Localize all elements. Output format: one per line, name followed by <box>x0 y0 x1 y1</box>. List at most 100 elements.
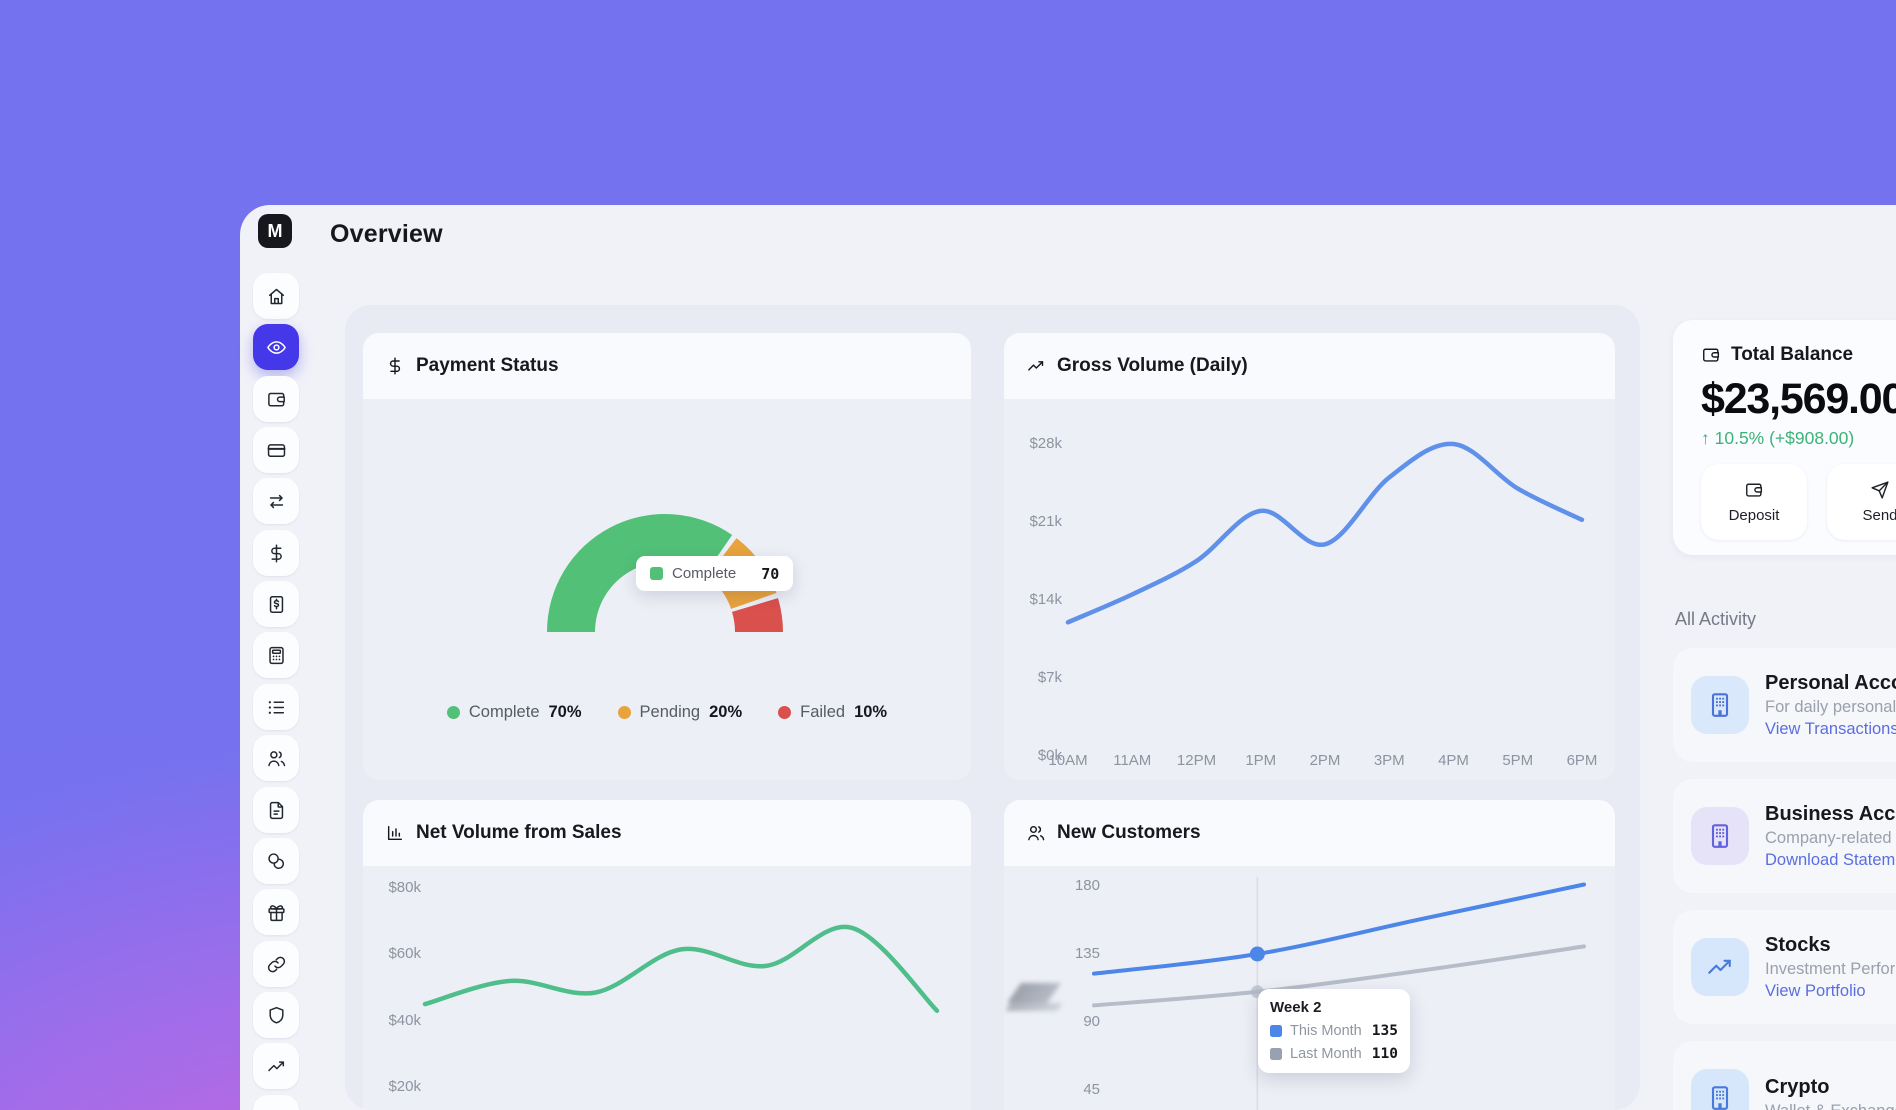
activity-item-subtitle: Company-related finances <box>1765 828 1896 847</box>
new-customers-chart-area[interactable]: 180 135 90 45 Week 2 This Month 135 Last Mont… <box>1004 867 1615 1110</box>
tooltip-swatch <box>1270 1025 1282 1037</box>
legend-item-pending: Pending 20% <box>617 703 742 722</box>
credit-card-icon <box>266 440 287 461</box>
y-tick: $14k <box>1029 591 1062 608</box>
activity-item-stocks[interactable]: Stocks Investment Performance View Portfol… <box>1673 910 1896 1024</box>
file-icon <box>266 800 287 821</box>
y-tick: 135 <box>1074 945 1100 962</box>
payment-status-gauge-area[interactable]: Complete 70 Complete 70% Pending 20% Failed 1… <box>363 400 971 780</box>
balance-amount: $23,569.00 <box>1701 375 1896 423</box>
chart-tooltip: Week 2 This Month 135 Last Month 110 <box>1258 989 1410 1073</box>
net-volume-card: Net Volume from Sales $80k $60k $40k $20k <box>363 800 971 1110</box>
new-customers-card-header: New Customers <box>1004 800 1615 867</box>
new-customers-card: New Customers 180 135 90 45 Week 2 This Mon… <box>1004 800 1615 1110</box>
net-volume-line-chart[interactable] <box>363 867 971 1110</box>
tooltip-series-value: 135 <box>1371 1023 1398 1039</box>
y-tick: $28k <box>1029 435 1062 452</box>
activity-item-link[interactable]: Download Statement <box>1765 850 1896 869</box>
card-title: Net Volume from Sales <box>416 822 622 843</box>
y-tick: $60k <box>388 945 421 962</box>
sidebar-item-trend-up[interactable] <box>253 1043 299 1089</box>
highlight-dot-this-month <box>1249 946 1265 962</box>
activity-item-title: Personal Account <box>1765 671 1896 694</box>
gift-icon <box>266 902 287 923</box>
home-icon <box>266 286 287 307</box>
sidebar-item-wallet[interactable] <box>253 376 299 422</box>
deposit-button[interactable]: Deposit <box>1701 464 1807 540</box>
wallet-icon <box>266 389 287 410</box>
gross-volume-card-header: Gross Volume (Daily) <box>1004 333 1615 400</box>
sidebar-item-calculator[interactable] <box>253 632 299 678</box>
gross-volume-chart-area[interactable]: $28k $21k $14k $7k $0k 10AM 11AM 12PM 1PM 2PM 3PM… <box>1004 400 1615 780</box>
gauge-segment-failed[interactable] <box>732 598 783 632</box>
new-customers-line-chart[interactable] <box>1004 867 1615 1110</box>
sidebar-item-eye[interactable] <box>253 324 299 370</box>
card-title: Payment Status <box>416 355 559 376</box>
activity-item-crypto[interactable]: Crypto Wallet & Exchange <box>1673 1041 1896 1110</box>
cursor-motion-blur <box>1006 979 1064 1021</box>
tooltip-series-label: Last Month <box>1290 1046 1362 1062</box>
x-tick: 5PM <box>1502 752 1534 769</box>
tooltip-row: This Month 135 <box>1270 1023 1398 1039</box>
legend-value: 10% <box>854 703 888 721</box>
x-tick: 4PM <box>1438 752 1469 769</box>
sidebar-item-coins[interactable] <box>253 838 299 884</box>
gauge-tooltip: Complete 70 <box>636 556 794 591</box>
bar-chart-icon <box>385 823 405 843</box>
activity-item-info: Stocks Investment Performance View Portfol… <box>1765 934 1896 1001</box>
activity-heading: All Activity <box>1675 609 1757 629</box>
users-icon <box>1026 823 1046 843</box>
activity-item-link[interactable]: View Portfolio <box>1765 981 1866 1000</box>
legend-dot <box>617 706 631 719</box>
link-icon <box>266 954 287 975</box>
gross-volume-line-chart[interactable] <box>1004 400 1615 780</box>
right-rail: Total Balance $23,569.00 ↑ 10.5% (+$908.… <box>1673 320 1896 1110</box>
tooltip-swatch <box>1270 1048 1282 1060</box>
list-icon <box>266 697 287 718</box>
shield-icon <box>266 1005 287 1026</box>
series-this-month[interactable] <box>1092 882 1586 976</box>
net-volume-card-header: Net Volume from Sales <box>363 800 971 867</box>
sidebar-item-shield[interactable] <box>253 992 299 1038</box>
tooltip-label: Complete <box>672 565 737 582</box>
wallet-icon <box>1701 345 1721 365</box>
users-icon <box>266 748 287 769</box>
activity-item-business-account[interactable]: Business Account Company-related finances… <box>1673 779 1896 893</box>
send-icon <box>1870 480 1890 500</box>
eye-icon <box>266 337 287 358</box>
transfer-icon <box>266 491 287 512</box>
sidebar-item-link[interactable] <box>253 941 299 987</box>
activity-item-title: Stocks <box>1765 933 1831 956</box>
sidebar-item-tablet[interactable] <box>253 1095 299 1110</box>
x-tick: 12PM <box>1176 752 1217 769</box>
activity-item-subtitle: Wallet & Exchange <box>1765 1102 1896 1110</box>
send-button[interactable]: Send <box>1827 464 1896 540</box>
series-last-month[interactable] <box>1092 944 1586 1008</box>
app-logo[interactable]: M <box>258 214 292 248</box>
sidebar-item-list[interactable] <box>253 684 299 730</box>
sidebar-item-transfer[interactable] <box>253 478 299 524</box>
building-icon <box>1691 1069 1749 1110</box>
tooltip-title: Week 2 <box>1270 999 1322 1016</box>
sidebar-item-users[interactable] <box>253 735 299 781</box>
trend-up-icon <box>1026 356 1046 376</box>
activity-item-personal-account[interactable]: Personal Account For daily personal use Vi… <box>1673 648 1896 762</box>
series-gross-volume[interactable] <box>1065 441 1585 625</box>
y-tick: $20k <box>388 1078 421 1095</box>
x-tick: 10AM <box>1048 752 1088 769</box>
card-title: New Customers <box>1057 822 1201 843</box>
activity-list: Personal Account For daily personal use Vi… <box>1673 648 1896 1110</box>
sidebar-item-gift[interactable] <box>253 889 299 935</box>
sidebar-item-file[interactable] <box>253 787 299 833</box>
sidebar-item-credit-card[interactable] <box>253 427 299 473</box>
activity-item-link[interactable]: View Transactions <box>1765 719 1896 738</box>
gauge-segment-complete[interactable] <box>547 513 733 632</box>
legend-value: 70% <box>548 703 582 721</box>
sidebar-item-dollar[interactable] <box>253 530 299 576</box>
net-volume-chart-area[interactable]: $80k $60k $40k $20k <box>363 867 971 1110</box>
series-net-volume[interactable] <box>422 924 940 1013</box>
sidebar-item-home[interactable] <box>253 273 299 319</box>
receipt-icon <box>266 594 287 615</box>
sidebar-item-receipt[interactable] <box>253 581 299 627</box>
dashboard-window: M Overview Payment Status Complete 70 Co… <box>240 205 1896 1110</box>
